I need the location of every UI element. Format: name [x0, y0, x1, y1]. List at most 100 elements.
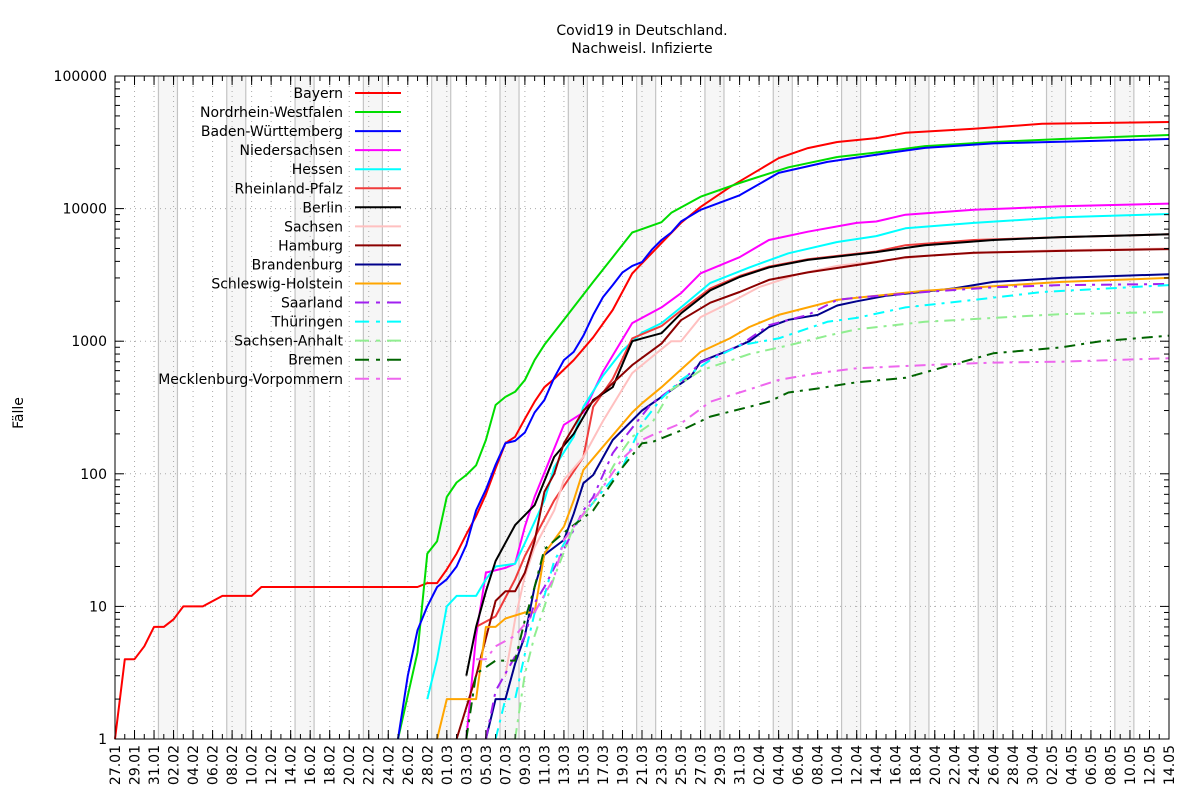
- x-tick-label: 27.01: [108, 745, 124, 785]
- x-tick-label: 12.02: [264, 745, 280, 785]
- y-tick-label: 1: [98, 732, 107, 748]
- x-tick-label: 13.03: [557, 745, 573, 785]
- x-tick-label: 04.05: [1064, 745, 1080, 785]
- y-tick-label: 10: [89, 599, 107, 615]
- x-tick-label: 30.04: [1025, 745, 1041, 785]
- legend-label: Hessen: [292, 162, 343, 178]
- x-tick-label: 06.04: [791, 745, 807, 785]
- series-line-hessen: [426, 213, 1170, 700]
- weekend-band: [568, 76, 588, 739]
- x-tick-label: 16.04: [889, 745, 905, 785]
- legend-entry: Rheinland-Pfalz: [235, 181, 401, 197]
- weekend-band: [841, 76, 861, 739]
- legend-entry: Sachsen: [284, 219, 401, 235]
- legend: Bayern Nordrhein-Westfalen Baden-Württembe…: [158, 86, 401, 388]
- weekend-band: [158, 76, 178, 739]
- legend-entry: Thüringen: [271, 315, 401, 331]
- x-tick-label: 31.01: [147, 745, 163, 785]
- legend-entry: Mecklenburg-Vorpommern: [158, 372, 401, 388]
- x-tick-label: 06.02: [206, 745, 222, 785]
- y-tick-label: 100: [80, 467, 107, 483]
- axis-ticks: [114, 75, 1170, 740]
- chart-title-line-1: Covid19 in Deutschland.: [556, 23, 727, 39]
- legend-entry: Hamburg: [278, 238, 401, 254]
- x-tick-label: 10.04: [830, 745, 846, 785]
- legend-entry: Berlin: [302, 200, 401, 216]
- x-tick-label: 08.02: [225, 745, 241, 785]
- chart-title-line-2: Nachweisl. Infizierte: [571, 41, 712, 57]
- legend-label: Schleswig-Holstein: [211, 277, 343, 293]
- series-line-saarland: [484, 283, 1170, 740]
- x-tick-label: 28.02: [420, 745, 436, 785]
- x-tick-label: 14.05: [1162, 745, 1178, 785]
- x-tick-label: 08.05: [1103, 745, 1119, 785]
- weekend-band: [1046, 76, 1066, 739]
- legend-label: Bayern: [294, 86, 343, 102]
- series-line-hamburg: [455, 248, 1170, 740]
- series-line-bremen: [465, 334, 1170, 740]
- x-tick-label: 14.04: [869, 745, 885, 785]
- legend-label: Sachsen-Anhalt: [234, 334, 343, 350]
- legend-label: Saarland: [281, 296, 343, 312]
- x-tick-label: 11.03: [537, 745, 553, 785]
- x-tick-label: 31.03: [733, 745, 749, 785]
- x-tick-label: 21.03: [635, 745, 651, 785]
- x-tick-label: 25.03: [674, 745, 690, 785]
- series-line-schleswig-holstein: [436, 276, 1170, 740]
- x-tick-label: 15.03: [576, 745, 592, 785]
- x-tick-label: 24.04: [967, 745, 983, 785]
- x-tick-label: 27.03: [694, 745, 710, 785]
- series-line-nordrhein-westfalen: [397, 134, 1170, 740]
- x-tick-label: 18.02: [323, 745, 339, 785]
- x-tick-label: 08.04: [811, 745, 827, 785]
- legend-label: Thüringen: [271, 315, 343, 331]
- x-tick-label: 20.02: [342, 745, 358, 785]
- series-line-rheinland-pfalz: [475, 233, 1170, 628]
- legend-label: Brandenburg: [252, 257, 343, 273]
- legend-entry: Saarland: [281, 296, 401, 312]
- x-tick-label: 07.03: [498, 745, 514, 785]
- legend-label: Hamburg: [278, 238, 343, 254]
- x-tick-labels: 27.01 29.01 31.01 02.02 04.02 06.02 08.02 10.02…: [108, 745, 1178, 785]
- x-tick-label: 03.03: [459, 745, 475, 785]
- x-tick-label: 14.02: [284, 745, 300, 785]
- x-tick-label: 26.02: [401, 745, 417, 785]
- series-line-bayern: [114, 121, 1170, 740]
- y-axis-label: Fälle: [11, 397, 27, 429]
- legend-label: Nordrhein-Westfalen: [200, 105, 343, 121]
- legend-label: Bremen: [288, 353, 343, 369]
- legend-entry: Hessen: [292, 162, 401, 178]
- x-tick-label: 02.02: [167, 745, 183, 785]
- x-tick-label: 06.05: [1084, 745, 1100, 785]
- x-tick-label: 04.02: [186, 745, 202, 785]
- weekend-band: [909, 76, 929, 739]
- x-tick-label: 12.04: [850, 745, 866, 785]
- series-line-th-ringen: [494, 284, 1170, 740]
- legend-label: Berlin: [302, 200, 343, 216]
- x-tick-label: 05.03: [479, 745, 495, 785]
- series-line-sachsen-anhalt: [514, 311, 1170, 740]
- legend-entry: Brandenburg: [252, 257, 401, 273]
- x-tick-label: 16.02: [303, 745, 319, 785]
- x-tick-label: 19.03: [615, 745, 631, 785]
- x-tick-label: 12.05: [1142, 745, 1158, 785]
- x-tick-label: 24.02: [381, 745, 397, 785]
- x-tick-label: 28.04: [1006, 745, 1022, 785]
- x-tick-label: 02.05: [1045, 745, 1061, 785]
- x-tick-label: 29.01: [128, 745, 144, 785]
- x-tick-label: 22.04: [947, 745, 963, 785]
- series-line-mecklenburg-vorpommern: [476, 357, 1170, 661]
- legend-entry: Bremen: [288, 353, 401, 369]
- x-tick-label: 01.03: [440, 745, 456, 785]
- legend-label: Rheinland-Pfalz: [235, 181, 343, 197]
- x-tick-label: 26.04: [986, 745, 1002, 785]
- grid: [115, 76, 1169, 739]
- x-tick-label: 10.05: [1123, 745, 1139, 785]
- legend-entry: Bayern: [294, 86, 401, 102]
- x-tick-label: 10.02: [245, 745, 261, 785]
- y-tick-label: 10000: [62, 202, 107, 218]
- weekend-band: [226, 76, 246, 739]
- weekend-band: [978, 76, 998, 739]
- legend-entry: Baden-Württemberg: [201, 124, 401, 140]
- legend-label: Baden-Württemberg: [201, 124, 343, 140]
